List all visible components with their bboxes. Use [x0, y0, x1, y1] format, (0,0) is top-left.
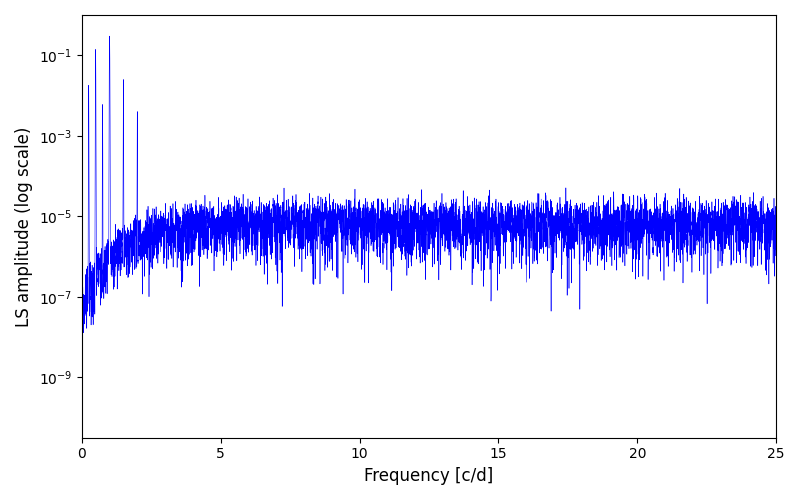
X-axis label: Frequency [c/d]: Frequency [c/d] — [364, 467, 494, 485]
Y-axis label: LS amplitude (log scale): LS amplitude (log scale) — [15, 126, 33, 326]
